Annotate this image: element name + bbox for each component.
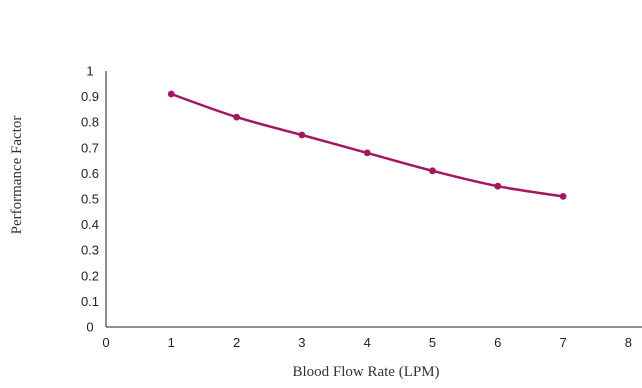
x-tick-label: 7 [559, 335, 566, 350]
x-tick-label: 3 [298, 335, 305, 350]
y-tick-label: 0.7 [81, 140, 99, 155]
data-point [233, 113, 241, 121]
y-tick-label: 0.5 [81, 192, 99, 207]
y-axis-title: Performance Factor [9, 116, 25, 235]
y-tick-label: 0.4 [81, 217, 99, 232]
y-tick-label: 0.2 [81, 268, 99, 283]
y-tick-label: 0.8 [81, 115, 99, 130]
x-tick-label: 5 [429, 335, 436, 350]
series-group [167, 90, 567, 200]
x-tick-label: 0 [102, 335, 109, 350]
series-line [170, 92, 564, 198]
data-point [363, 149, 371, 157]
y-tick-label: 0.3 [81, 243, 99, 258]
data-point [559, 193, 567, 200]
data-point [298, 131, 306, 139]
data-point [167, 90, 175, 98]
y-tick-labels: 0 0.1 0.2 0.3 0.4 0.5 0.6 0.7 0.8 0.9 1 [81, 64, 99, 335]
y-tick-label: 0.1 [81, 294, 99, 309]
x-tick-label: 1 [168, 335, 175, 350]
y-tick-label: 1 [86, 64, 93, 79]
x-tick-label: 2 [233, 335, 240, 350]
x-axis-title: Blood Flow Rate (LPM) [292, 364, 439, 380]
data-point [494, 182, 502, 190]
data-point [429, 167, 436, 175]
y-tick-label: 0.9 [81, 89, 99, 104]
x-tick-label: 8 [625, 335, 632, 350]
x-tick-labels: 0 1 2 3 4 5 6 7 8 [102, 335, 632, 350]
x-tick-label: 6 [494, 335, 501, 350]
y-tick-label: 0 [86, 320, 93, 335]
x-tick-label: 4 [364, 335, 371, 350]
y-tick-label: 0.6 [81, 166, 99, 181]
axes [105, 71, 642, 328]
